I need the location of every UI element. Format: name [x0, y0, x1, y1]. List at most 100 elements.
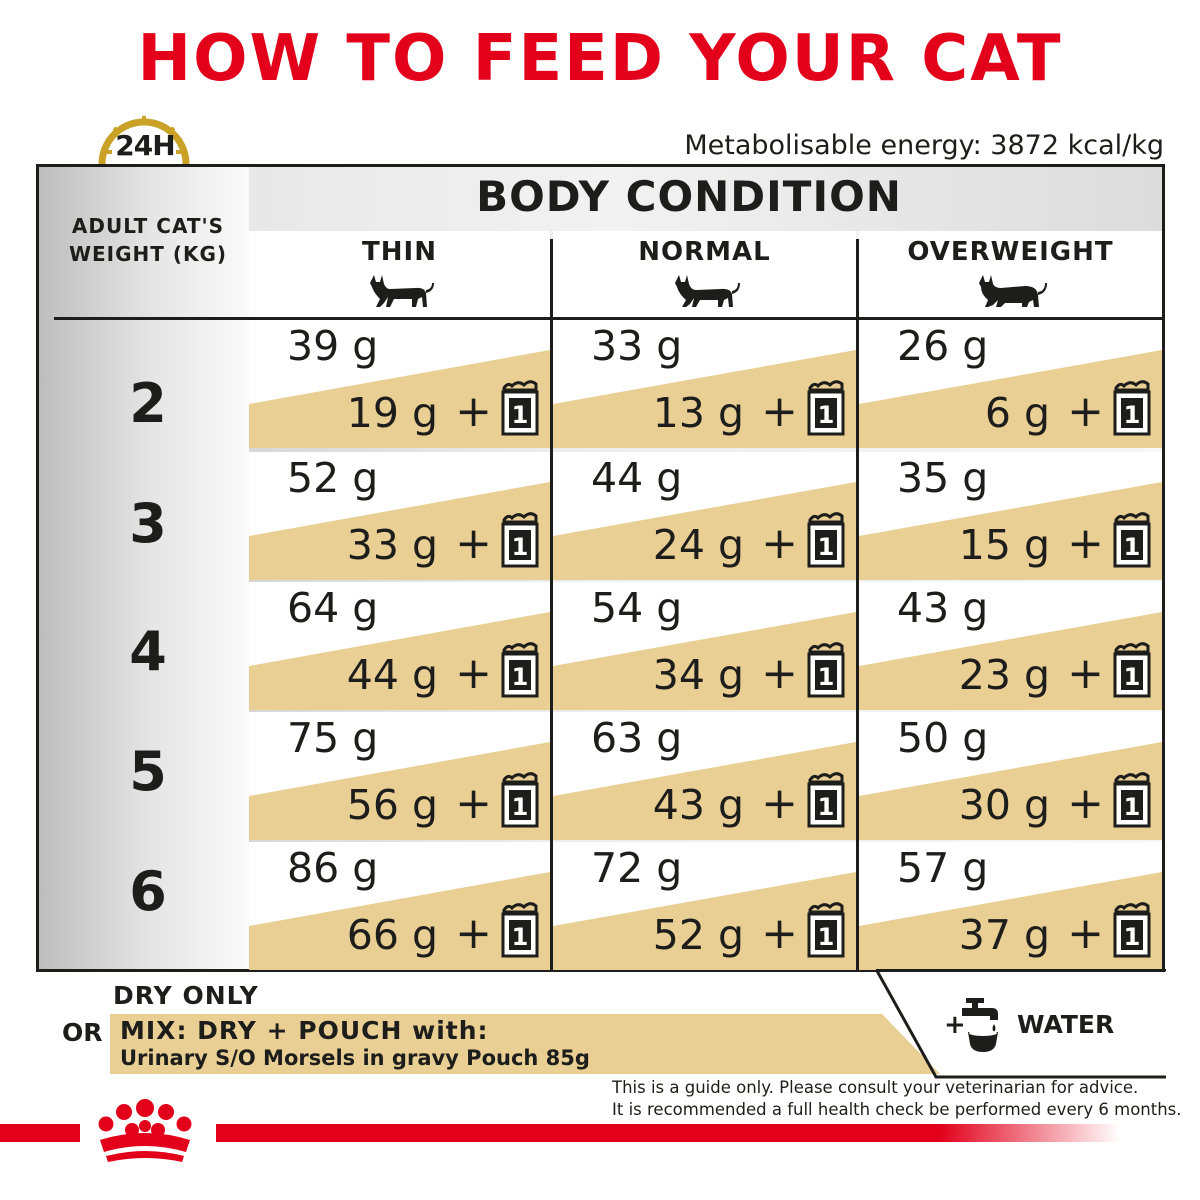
- column-divider: [856, 239, 859, 969]
- pouch-icon: 1: [807, 902, 845, 958]
- dry-amount: 35 g: [897, 454, 989, 502]
- plus-sign: +: [455, 778, 492, 829]
- page-title: HOW TO FEED YOUR CAT: [137, 22, 1063, 96]
- pouch-count: 1: [818, 401, 835, 429]
- feeding-cell: 86 g 66 g +1: [249, 842, 550, 970]
- water-plus: +: [944, 1010, 966, 1040]
- dry-amount: 86 g: [287, 844, 379, 892]
- feeding-cell: 33 g 13 g +1: [553, 320, 856, 448]
- feeding-cell: 35 g 15 g +1: [859, 452, 1162, 580]
- weight-label: 6: [129, 860, 167, 923]
- pouch-count: 1: [512, 533, 529, 561]
- pouch-icon: 1: [1113, 772, 1151, 828]
- pouch-count: 1: [818, 533, 835, 561]
- pouch-count: 1: [512, 663, 529, 691]
- dry-amount: 39 g: [287, 322, 379, 370]
- pouch-count: 1: [818, 663, 835, 691]
- weight-header-line2: WEIGHT (KG): [68, 242, 228, 266]
- pouch-count: 1: [1124, 793, 1141, 821]
- mix-band: [859, 482, 1162, 580]
- mix-amount: 33 g: [346, 521, 438, 569]
- pouch-icon: 1: [1113, 642, 1151, 698]
- dry-amount: 26 g: [897, 322, 989, 370]
- dry-amount: 50 g: [897, 714, 989, 762]
- dry-only-label: DRY ONLY: [113, 981, 259, 1010]
- feeding-cell: 63 g 43 g +1: [553, 712, 856, 840]
- feeding-cell: 75 g 56 g +1: [249, 712, 550, 840]
- feeding-cell: 54 g 34 g +1: [553, 582, 856, 710]
- mix-band: [249, 350, 550, 448]
- pouch-icon: 1: [807, 772, 845, 828]
- dry-amount: 72 g: [591, 844, 683, 892]
- mix-product: Urinary S/O Morsels in gravy Pouch 85g: [120, 1046, 590, 1070]
- pouch-count: 1: [512, 923, 529, 951]
- mix-band: [553, 482, 856, 580]
- column-title: THIN: [362, 237, 437, 267]
- body-condition-title: BODY CONDITION: [476, 172, 902, 221]
- mix-band: [859, 742, 1162, 840]
- mix-band: [249, 872, 550, 970]
- mix-band: [249, 612, 550, 710]
- weight-column: [39, 167, 249, 969]
- weight-label: 2: [129, 372, 167, 435]
- pouch-icon: 1: [1113, 512, 1151, 568]
- mix-amount: 34 g: [652, 651, 744, 699]
- pouch-icon: 1: [1113, 380, 1151, 436]
- plus-sign: +: [1067, 648, 1104, 699]
- feeding-cell: 43 g 23 g +1: [859, 582, 1162, 710]
- plus-sign: +: [1067, 908, 1104, 959]
- mix-amount: 30 g: [958, 781, 1050, 829]
- pouch-count: 1: [1124, 923, 1141, 951]
- water-box: [876, 969, 1166, 1079]
- disclaimer-line1: This is a guide only. Please consult you…: [612, 1078, 1139, 1097]
- mix-amount: 66 g: [346, 911, 438, 959]
- pouch-count: 1: [1124, 533, 1141, 561]
- mix-amount: 6 g: [984, 389, 1050, 437]
- plus-sign: +: [1067, 778, 1104, 829]
- mix-amount: 24 g: [652, 521, 744, 569]
- weight-label: 3: [129, 492, 167, 555]
- water-label: WATER: [1017, 1010, 1115, 1039]
- cat-icon: [674, 275, 740, 307]
- brand-bar-left: [0, 1124, 80, 1142]
- mix-band: [110, 1014, 940, 1074]
- weight-header-line1: ADULT CAT'S: [71, 214, 225, 238]
- plus-sign: +: [761, 518, 798, 569]
- pouch-count: 1: [512, 793, 529, 821]
- pouch-icon: 1: [807, 512, 845, 568]
- plus-sign: +: [761, 648, 798, 699]
- column-header-normal: NORMAL: [553, 231, 856, 319]
- weight-header: ADULT CAT'S WEIGHT (KG): [60, 212, 236, 268]
- mix-band: [553, 742, 856, 840]
- plus-sign: +: [455, 386, 492, 437]
- cat-icon: [978, 275, 1047, 307]
- dry-amount: 75 g: [287, 714, 379, 762]
- pouch-count: 1: [818, 923, 835, 951]
- mix-amount: 52 g: [652, 911, 744, 959]
- plus-sign: +: [455, 908, 492, 959]
- feeding-cell: 72 g 52 g +1: [553, 842, 856, 970]
- column-header-thin: THIN: [249, 231, 550, 319]
- pouch-icon: 1: [1113, 902, 1151, 958]
- mix-amount: 44 g: [346, 651, 438, 699]
- column-title: NORMAL: [638, 237, 771, 267]
- mix-band: [859, 612, 1162, 710]
- dry-amount: 44 g: [591, 454, 683, 502]
- feeding-cell: 52 g 33 g +1: [249, 452, 550, 580]
- water-tap-icon: [962, 998, 998, 1052]
- column-header-overweight: OVERWEIGHT: [859, 231, 1162, 319]
- pouch-icon: 1: [501, 512, 539, 568]
- pouch-count: 1: [1124, 401, 1141, 429]
- dry-amount: 57 g: [897, 844, 989, 892]
- or-label: OR: [62, 1018, 103, 1047]
- pouch-icon: 1: [807, 380, 845, 436]
- plus-sign: +: [761, 386, 798, 437]
- plus-sign: +: [455, 648, 492, 699]
- feeding-cell: 64 g 44 g +1: [249, 582, 550, 710]
- dry-amount: 43 g: [897, 584, 989, 632]
- column-title: OVERWEIGHT: [907, 237, 1114, 267]
- body-condition-band: [249, 167, 1162, 231]
- mix-amount: 13 g: [652, 389, 744, 437]
- mix-amount: 23 g: [958, 651, 1050, 699]
- mix-amount: 43 g: [652, 781, 744, 829]
